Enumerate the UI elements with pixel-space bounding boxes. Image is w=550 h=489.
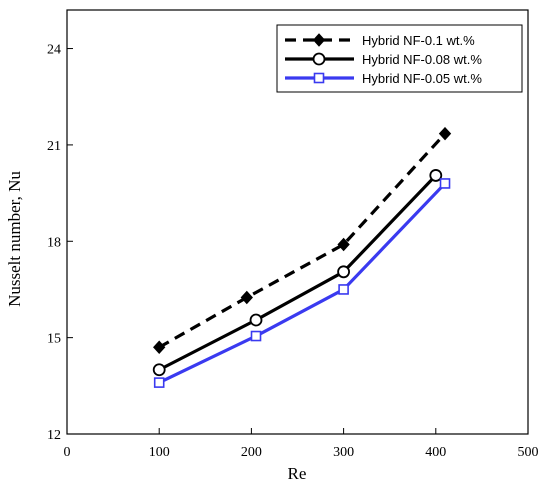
legend-label: Hybrid NF-0.08 wt.%: [362, 52, 482, 67]
series-2-point: [429, 169, 443, 182]
series-2-point: [152, 363, 166, 377]
y-tick-label: 12: [47, 428, 61, 443]
series-1-point: [337, 237, 350, 252]
legend-swatch-marker: [312, 52, 326, 66]
x-tick-label: 400: [425, 445, 446, 460]
series-3-point: [338, 284, 349, 295]
legend-label: Hybrid NF-0.05 wt.%: [362, 71, 482, 86]
series-3-line: [158, 182, 447, 385]
legend-label: Hybrid NF-0.1 wt.%: [362, 33, 475, 48]
y-axis-title: Nusselt number, Nu: [5, 171, 24, 307]
series-2-line: [158, 174, 437, 372]
x-tick-label: 100: [149, 445, 170, 460]
x-tick-label: 200: [241, 445, 262, 460]
x-tick-label: 300: [333, 445, 354, 460]
y-tick-label: 24: [47, 43, 61, 58]
y-tick-label: 21: [47, 139, 61, 154]
x-tick-label: 500: [518, 445, 539, 460]
series-1: [153, 126, 452, 355]
series-1-line: [158, 132, 447, 349]
x-axis-title: Re: [288, 464, 307, 483]
plot-area-frame: [66, 9, 529, 435]
y-tick-label: 18: [47, 235, 61, 250]
series-1-point: [438, 126, 452, 141]
series-2-point: [337, 265, 351, 279]
series-2: [152, 169, 443, 377]
series-1-point: [240, 290, 253, 305]
y-tick-label: 15: [47, 332, 61, 347]
legend-swatch-marker: [313, 72, 325, 84]
series-3-point: [250, 330, 262, 342]
series-1-point: [153, 340, 166, 355]
x-tick-label: 0: [64, 445, 71, 460]
series-3-point: [439, 178, 451, 189]
series-3: [153, 178, 451, 388]
series-3-point: [153, 377, 165, 388]
legend-swatch-marker: [312, 33, 326, 47]
series-2-point: [249, 313, 263, 327]
